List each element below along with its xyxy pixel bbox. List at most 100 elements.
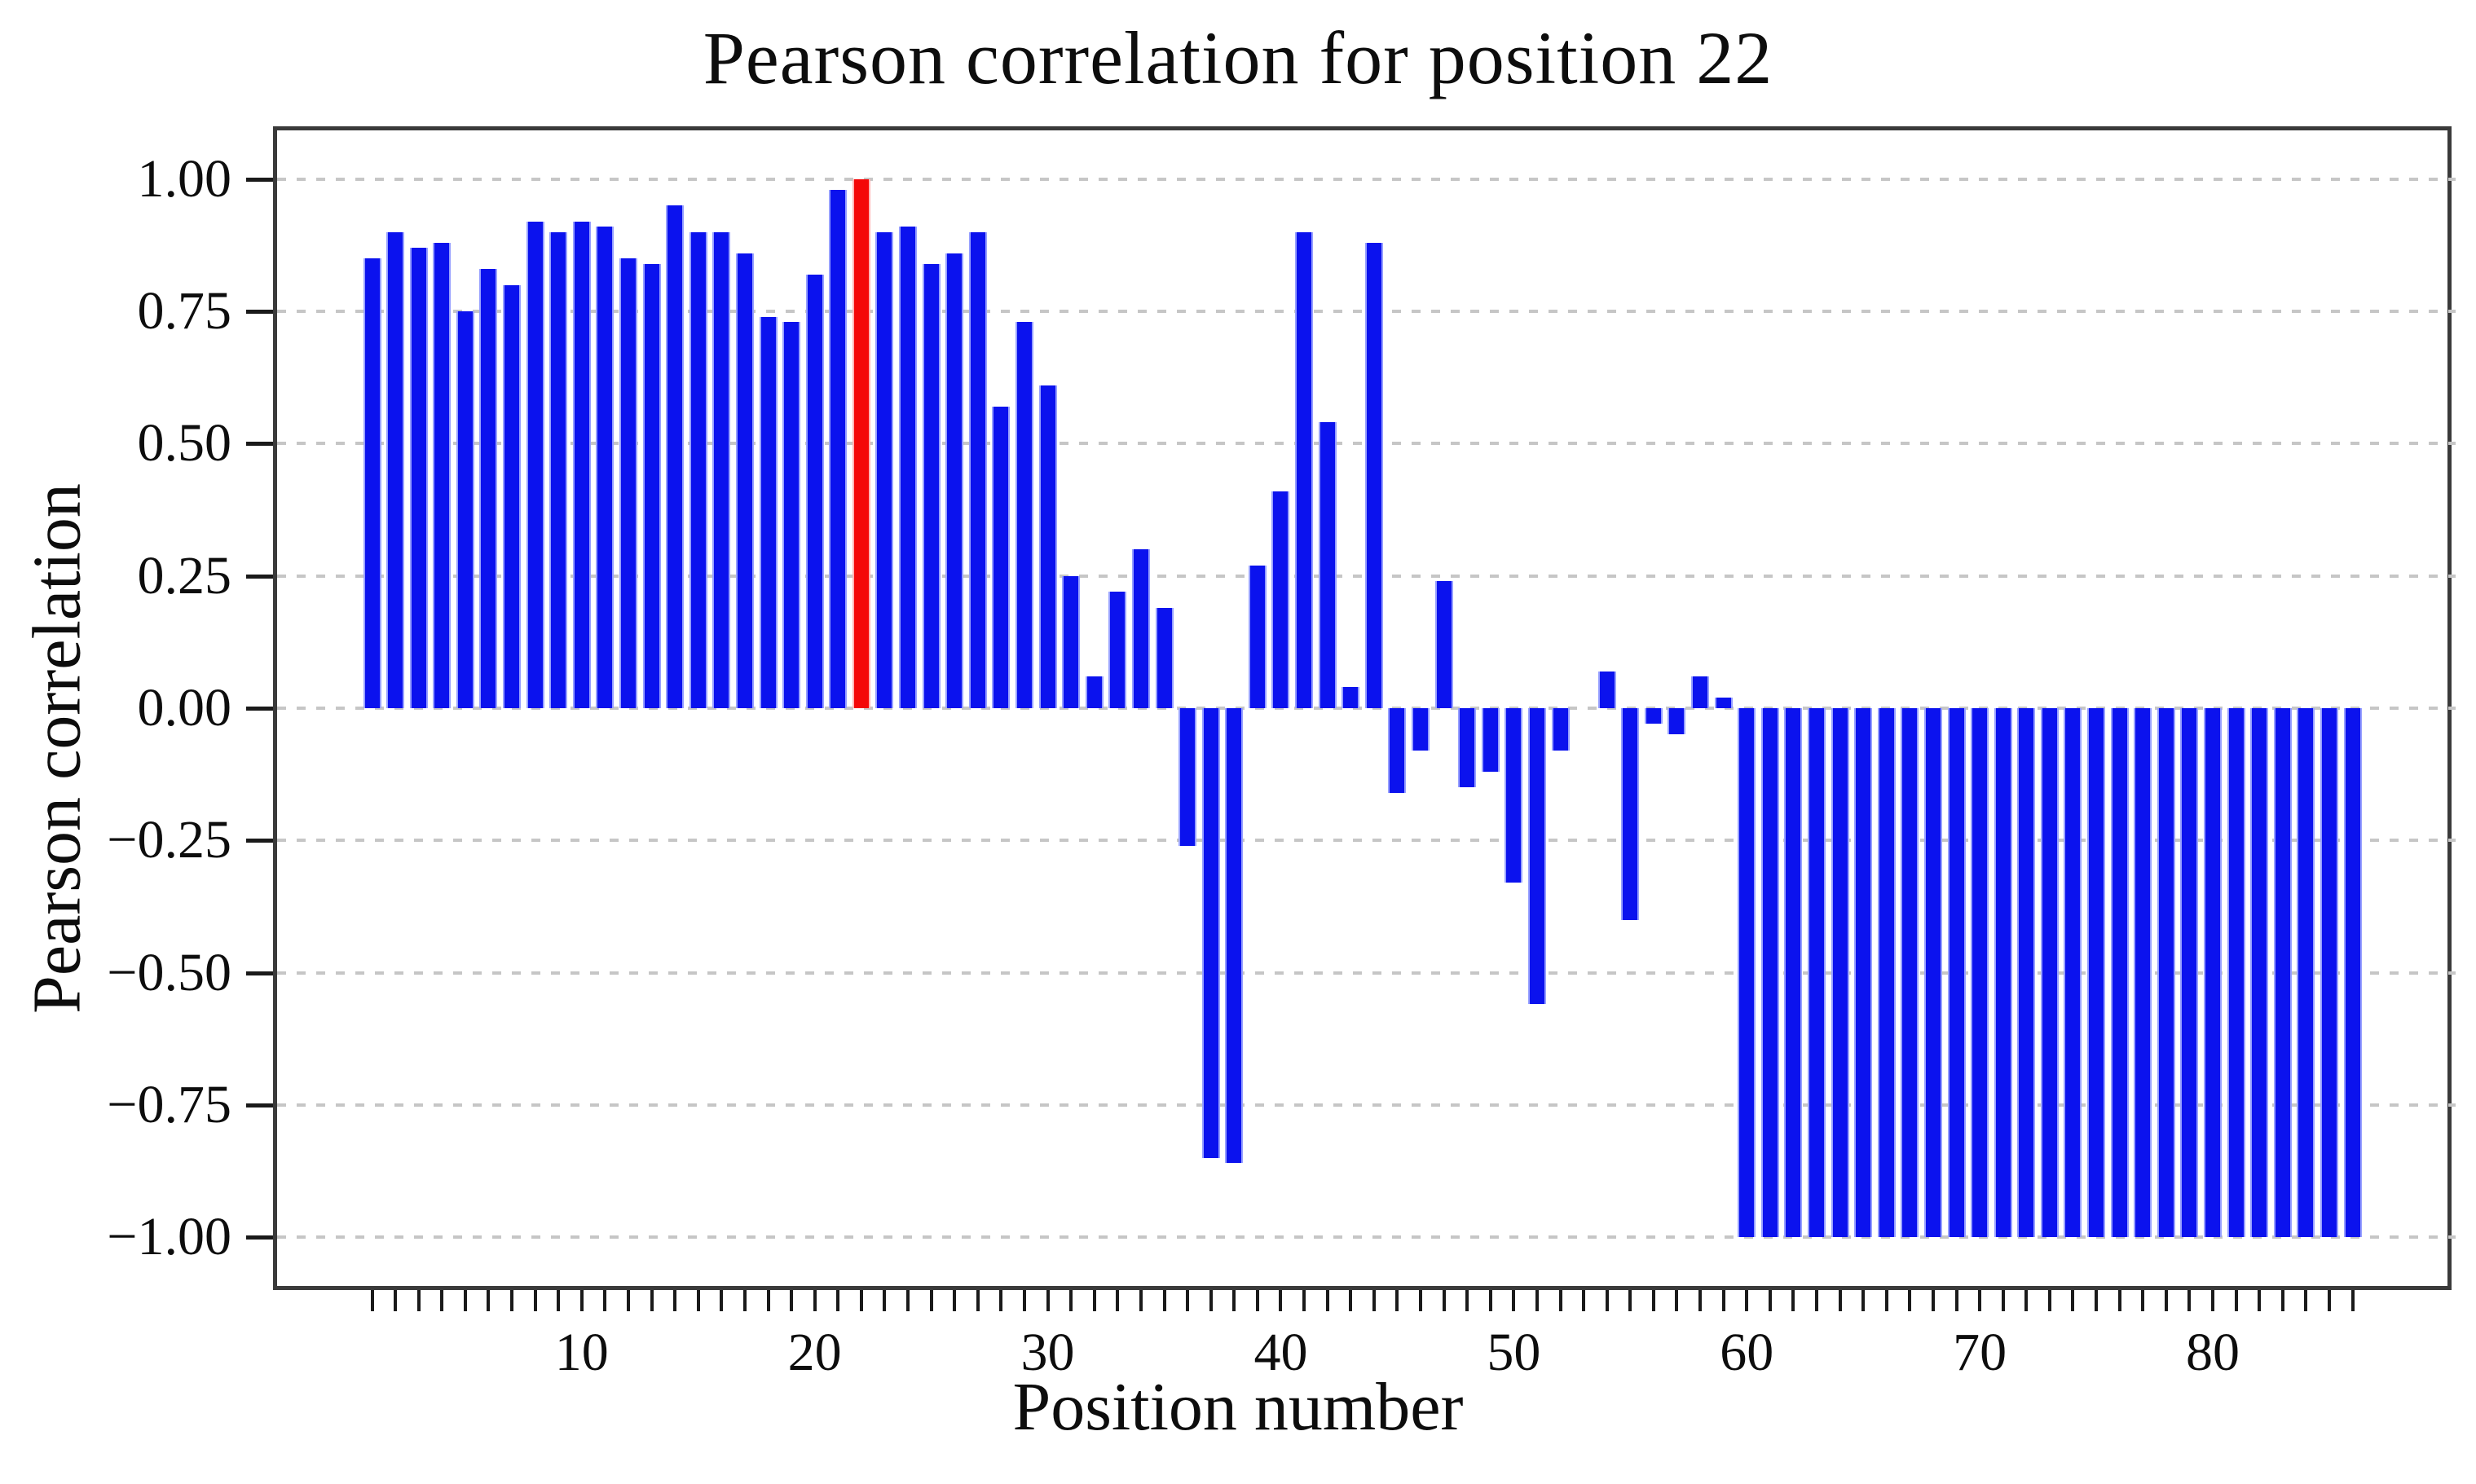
- x-minor-tick-15: [696, 1290, 700, 1311]
- x-minor-tick-70: [1978, 1290, 1982, 1311]
- y-tick-label--0.75: −0.75: [107, 1074, 231, 1134]
- gridline-y--0.25: [277, 839, 2456, 843]
- bar-position-4: [433, 242, 451, 708]
- bar-position-65: [1854, 708, 1872, 1238]
- x-minor-tick-7: [510, 1290, 514, 1311]
- bar-position-16: [712, 231, 730, 708]
- x-minor-tick-25: [929, 1290, 933, 1311]
- x-tick-label-50: 50: [1487, 1323, 1541, 1382]
- bar-position-29: [1016, 322, 1033, 708]
- bar-position-12: [619, 258, 637, 708]
- x-minor-tick-51: [1535, 1290, 1539, 1311]
- x-minor-tick-83: [2280, 1290, 2284, 1311]
- bar-position-37: [1202, 708, 1220, 1158]
- x-minor-tick-36: [1186, 1290, 1190, 1311]
- bar-position-3: [410, 248, 428, 708]
- x-minor-tick-77: [2141, 1290, 2145, 1311]
- bar-position-78: [2157, 708, 2175, 1238]
- bar-position-83: [2274, 708, 2292, 1238]
- y-tick--0.5: [246, 971, 273, 975]
- bar-position-18: [760, 316, 778, 708]
- bar-position-38: [1225, 708, 1243, 1164]
- x-tick-label-20: 20: [787, 1323, 842, 1382]
- bar-position-25: [923, 263, 941, 708]
- x-minor-tick-23: [883, 1290, 887, 1311]
- x-minor-tick-57: [1675, 1290, 1679, 1311]
- x-minor-tick-68: [1931, 1290, 1935, 1311]
- x-minor-tick-43: [1349, 1290, 1353, 1311]
- x-minor-tick-67: [1908, 1290, 1912, 1311]
- x-minor-tick-38: [1232, 1290, 1236, 1311]
- x-minor-tick-82: [2258, 1290, 2262, 1311]
- bar-position-66: [1878, 708, 1896, 1238]
- bar-position-73: [2041, 708, 2059, 1238]
- y-tick-0: [246, 707, 273, 711]
- x-minor-tick-54: [1605, 1290, 1609, 1311]
- bar-position-72: [2017, 708, 2035, 1238]
- bar-position-19: [782, 322, 800, 708]
- bar-position-59: [1715, 698, 1733, 708]
- x-minor-tick-75: [2095, 1290, 2099, 1311]
- y-tick-label--0.5: −0.50: [107, 942, 231, 1002]
- x-tick-label-30: 30: [1020, 1323, 1075, 1382]
- bar-position-70: [1971, 708, 1989, 1238]
- bar-position-81: [2227, 708, 2245, 1238]
- bar-position-6: [479, 269, 497, 708]
- bar-position-47: [1435, 581, 1453, 708]
- x-minor-tick-47: [1442, 1290, 1446, 1311]
- x-tick-label-60: 60: [1720, 1323, 1774, 1382]
- bar-position-28: [992, 407, 1010, 708]
- bar-position-22-highlighted: [853, 178, 870, 708]
- bar-position-80: [2204, 708, 2222, 1238]
- x-minor-tick-61: [1768, 1290, 1772, 1311]
- bar-position-61: [1761, 708, 1779, 1238]
- bar-position-69: [1948, 708, 1966, 1238]
- x-tick-label-80: 80: [2185, 1323, 2240, 1382]
- x-minor-tick-65: [1861, 1290, 1866, 1311]
- x-minor-tick-66: [1884, 1290, 1888, 1311]
- bar-position-41: [1295, 231, 1313, 708]
- x-minor-tick-69: [1954, 1290, 1958, 1311]
- x-minor-tick-46: [1418, 1290, 1422, 1311]
- bar-position-36: [1179, 708, 1196, 846]
- x-tick-label-70: 70: [1953, 1323, 2007, 1382]
- x-minor-tick-4: [440, 1290, 444, 1311]
- x-minor-tick-55: [1628, 1290, 1632, 1311]
- bar-position-43: [1342, 687, 1359, 708]
- x-minor-tick-11: [603, 1290, 607, 1311]
- x-axis-label: Position number: [1012, 1369, 1464, 1445]
- x-minor-tick-24: [906, 1290, 910, 1311]
- bar-position-5: [456, 311, 474, 708]
- bar-position-48: [1458, 708, 1476, 788]
- bar-position-1: [363, 258, 381, 708]
- x-minor-tick-78: [2164, 1290, 2168, 1311]
- bar-position-84: [2297, 708, 2315, 1238]
- x-minor-tick-59: [1721, 1290, 1725, 1311]
- x-minor-tick-18: [766, 1290, 770, 1311]
- x-minor-tick-37: [1209, 1290, 1213, 1311]
- x-tick-label-40: 40: [1253, 1323, 1308, 1382]
- x-minor-tick-19: [790, 1290, 794, 1311]
- y-tick--1: [246, 1235, 273, 1240]
- x-minor-tick-42: [1325, 1290, 1329, 1311]
- y-tick-label-0.75: 0.75: [137, 281, 232, 341]
- x-minor-tick-72: [2024, 1290, 2029, 1311]
- bar-position-32: [1086, 676, 1104, 708]
- x-minor-tick-41: [1302, 1290, 1306, 1311]
- y-tick-label-0: 0.00: [137, 678, 232, 738]
- bar-position-24: [899, 227, 917, 708]
- bar-position-71: [1994, 708, 2012, 1238]
- x-minor-tick-79: [2187, 1290, 2192, 1311]
- x-minor-tick-26: [953, 1290, 957, 1311]
- bar-position-55: [1621, 708, 1639, 920]
- x-minor-tick-3: [416, 1290, 421, 1311]
- bar-position-44: [1365, 242, 1383, 708]
- bar-position-17: [736, 253, 754, 708]
- x-minor-tick-73: [2047, 1290, 2051, 1311]
- y-tick-1: [246, 177, 273, 182]
- bar-position-42: [1319, 422, 1337, 708]
- x-minor-tick-31: [1069, 1290, 1073, 1311]
- bar-position-31: [1062, 575, 1080, 708]
- x-minor-tick-45: [1395, 1290, 1399, 1311]
